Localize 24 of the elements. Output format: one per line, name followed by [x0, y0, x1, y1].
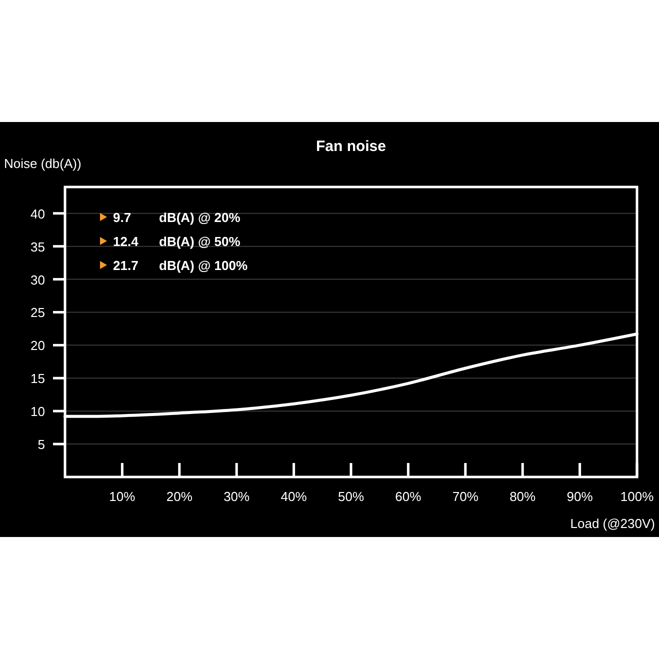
text: 12.4 dB(A) @ 50% — [113, 234, 240, 249]
y-tick-label: 20 — [30, 338, 45, 354]
x-axis-title: Load (@230V) — [570, 516, 655, 531]
x-tick-label: 30% — [224, 489, 250, 504]
y-tick-label: 5 — [38, 437, 45, 452]
x-tick-label: 10% — [109, 489, 136, 504]
y-tick-label: 30 — [30, 272, 45, 288]
x-tick-label: 80% — [510, 489, 536, 504]
text: 9.7 dB(A) @ 20% — [113, 210, 240, 225]
x-tick-label: 90% — [566, 489, 594, 504]
y-tick-label: 40 — [30, 206, 45, 222]
x-tick-label: 70% — [452, 489, 479, 504]
y-tick-label: 25 — [30, 305, 45, 320]
x-tick-label: 100% — [620, 489, 654, 504]
y-tick-label: 10 — [30, 404, 45, 420]
x-tick-label: 60% — [395, 489, 422, 504]
chart-title: Fan noise — [316, 138, 386, 155]
x-tick-label: 40% — [280, 489, 308, 504]
x-tick-label: 50% — [338, 489, 364, 504]
y-tick-label: 15 — [30, 371, 45, 386]
y-tick-label: 35 — [30, 239, 45, 254]
text: 21.7 dB(A) @ 100% — [113, 258, 248, 273]
x-tick-label: 20% — [166, 489, 193, 504]
y-axis-title: Noise (db(A)) — [4, 156, 82, 171]
